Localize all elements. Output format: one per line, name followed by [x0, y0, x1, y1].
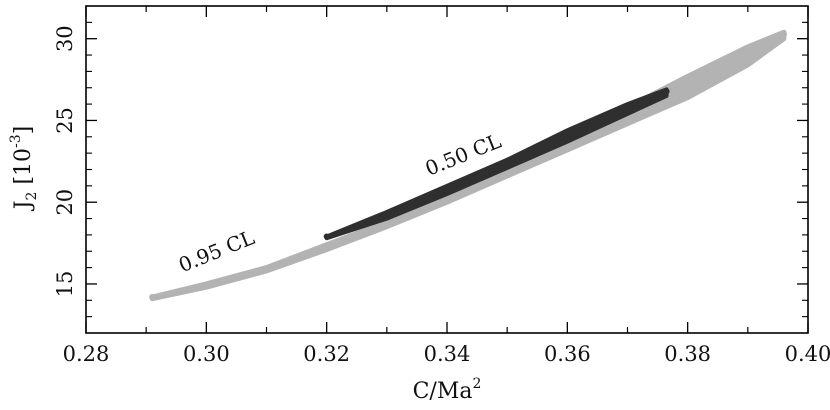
x-tick-label: 0.32	[303, 342, 350, 366]
y-axis-label-unit-sup: -3	[8, 134, 24, 148]
y-axis-label-unit-close: ]	[11, 126, 36, 135]
x-tick-label: 0.30	[183, 342, 230, 366]
plot-area	[149, 29, 787, 302]
y-tick-label: 25	[53, 107, 77, 134]
y-tick-label: 20	[53, 189, 77, 216]
series-region	[324, 87, 669, 241]
annotations: 0.95 CL0.50 CL	[175, 129, 504, 278]
series-end-point	[149, 294, 156, 301]
series-cl95	[149, 29, 787, 302]
x-axis-label-sup: 2	[472, 376, 481, 392]
series-end-point	[663, 88, 670, 95]
x-tick-label: 0.40	[785, 342, 830, 366]
axes: 0.28 0.30 0.32 0.34 0.36 0.38 0.40 15 20 25 30	[53, 5, 830, 366]
y-axis-label-base: J	[11, 200, 36, 211]
y-axis-label-sub: 2	[24, 192, 40, 201]
x-tick-label: 0.28	[63, 342, 110, 366]
y-axis-label: J2 [10-3]	[8, 126, 40, 212]
series-end-point	[323, 233, 330, 240]
y-axis-label-unit: [10	[11, 148, 36, 192]
x-tick-label: 0.36	[544, 342, 591, 366]
x-tick-label: 0.38	[664, 342, 711, 366]
series-end-point	[780, 31, 787, 38]
y-tick-label: 30	[53, 25, 77, 52]
x-axis-label-base: C/Ma	[413, 379, 473, 404]
x-axis-label: C/Ma2	[413, 376, 482, 404]
series-cl50	[323, 87, 670, 241]
y-tick-label: 15	[53, 271, 77, 298]
annotation-label: 0.95 CL	[175, 225, 258, 277]
series-region	[149, 29, 787, 302]
x-tick-label: 0.34	[424, 342, 471, 366]
